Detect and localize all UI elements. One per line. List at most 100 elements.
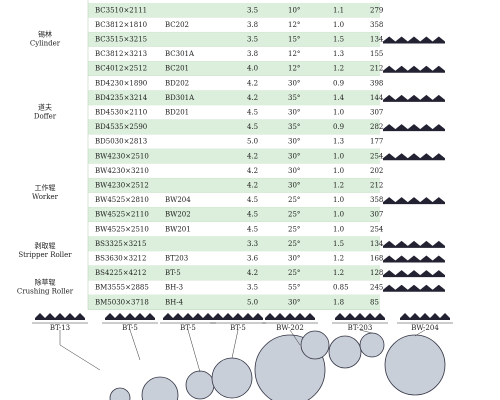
cell: BW201: [165, 225, 191, 233]
tooth-profile: [383, 255, 445, 263]
profile-icon: [335, 313, 385, 320]
tooth-profile: [383, 36, 445, 44]
cell: BS3630×3212: [95, 255, 146, 263]
cell: 4.2: [247, 79, 258, 87]
cell: 1.3: [333, 50, 344, 58]
cell: 254: [370, 152, 384, 160]
cell: BT203: [165, 255, 188, 263]
cell: 1.2: [333, 255, 344, 263]
cell: 1.1: [333, 6, 344, 14]
cell: BW4230×3210: [95, 167, 149, 175]
group-en: Stripper Roller: [18, 251, 72, 259]
cell: 254: [370, 225, 384, 233]
row-bg: [88, 207, 380, 222]
row-bg: [88, 134, 380, 149]
cell: 307: [370, 211, 383, 219]
cell: BW202: [165, 211, 191, 219]
group-en: Worker: [32, 193, 59, 201]
cell: BW4230×2510: [95, 152, 149, 160]
cell: BW4525×2510: [95, 225, 149, 233]
cell: 1.2: [333, 182, 344, 190]
cell: BT-5: [165, 269, 181, 277]
row-bg: [88, 3, 380, 18]
cell: 30°: [288, 138, 300, 146]
cell: 3.3: [247, 240, 258, 248]
cell: 30°: [288, 255, 300, 263]
cell: 202: [370, 167, 383, 175]
cell: 398: [370, 79, 383, 87]
profile-icon: [163, 313, 213, 320]
cell: 1.8: [333, 298, 344, 306]
cell: 4.0: [247, 65, 258, 73]
cell: BD201: [165, 109, 189, 117]
cell: 144: [370, 94, 384, 102]
group-zh: 锡林: [38, 30, 52, 39]
cell: 12°: [288, 50, 300, 58]
profile-label: BW-204: [411, 324, 439, 332]
row-bg: [88, 236, 380, 252]
cell: BH-4: [165, 298, 184, 306]
cell: 168: [370, 255, 383, 263]
cell: BW4525×2110: [95, 211, 149, 219]
cell: 15°: [288, 36, 300, 44]
cell: BC202: [165, 21, 189, 29]
cell: BM3555×2885: [95, 284, 149, 292]
cell: 3.5: [247, 36, 258, 44]
row-bg: [88, 90, 380, 106]
cell: 212: [370, 65, 383, 73]
profile-label: BT-5: [230, 324, 246, 332]
cell: 4.2: [247, 152, 258, 160]
cell: 4.2: [247, 167, 258, 175]
cell: 3.5: [247, 284, 258, 292]
tooth-profile: [383, 65, 445, 73]
tooth-profile: [383, 197, 445, 205]
cell: 358: [370, 196, 383, 204]
row-bg: [88, 192, 380, 208]
cell: 134: [370, 36, 384, 44]
row-bg: [88, 222, 380, 237]
cell: 30°: [288, 298, 300, 306]
cell: 12°: [288, 21, 300, 29]
leader-lines: [59, 329, 426, 373]
cell: 1.5: [333, 36, 344, 44]
cell: BM5030×3718: [95, 298, 149, 306]
row-bg: [88, 265, 380, 281]
row-bg: [88, 295, 380, 310]
cell: 1.3: [333, 138, 344, 146]
cell: 4.5: [247, 225, 258, 233]
cell: 85: [370, 298, 379, 306]
group-zh: 剥取辊: [35, 241, 56, 250]
cell: BD4530×2110: [95, 109, 147, 117]
cell: 25°: [288, 211, 300, 219]
cell: BD5030×2813: [95, 138, 147, 146]
group-zh: 道夫: [38, 103, 52, 112]
cell: 12°: [288, 65, 300, 73]
cell: 5.0: [247, 298, 258, 306]
cell: 1.2: [333, 269, 344, 277]
cell: BC3812×1810: [95, 21, 147, 29]
profile-icon: [35, 313, 85, 320]
cell: 0.85: [333, 284, 349, 292]
cell: 307: [370, 109, 383, 117]
group-en: Cylinder: [30, 40, 61, 48]
row-bg: [88, 178, 380, 193]
cell: 1.5: [333, 240, 344, 248]
cell: BS4225×4212: [95, 269, 146, 277]
tooth-profile: [383, 240, 445, 248]
cell: 1.2: [333, 65, 344, 73]
cell: 35°: [288, 94, 300, 102]
row-bg: [88, 119, 380, 135]
row-bg: [88, 251, 380, 266]
cell: 4.5: [247, 109, 258, 117]
profile-label: BT-203: [348, 324, 373, 332]
cell: 128: [370, 269, 383, 277]
cell: 155: [370, 50, 383, 58]
cell: 3.8: [247, 50, 258, 58]
profile-icon: [213, 313, 263, 320]
profile-label: BW-202: [276, 324, 304, 332]
group-zh: 除草辊: [35, 278, 56, 287]
cell: 1.0: [333, 152, 344, 160]
cell: BC3510×2111: [95, 6, 147, 14]
cell: BD301A: [165, 94, 195, 102]
